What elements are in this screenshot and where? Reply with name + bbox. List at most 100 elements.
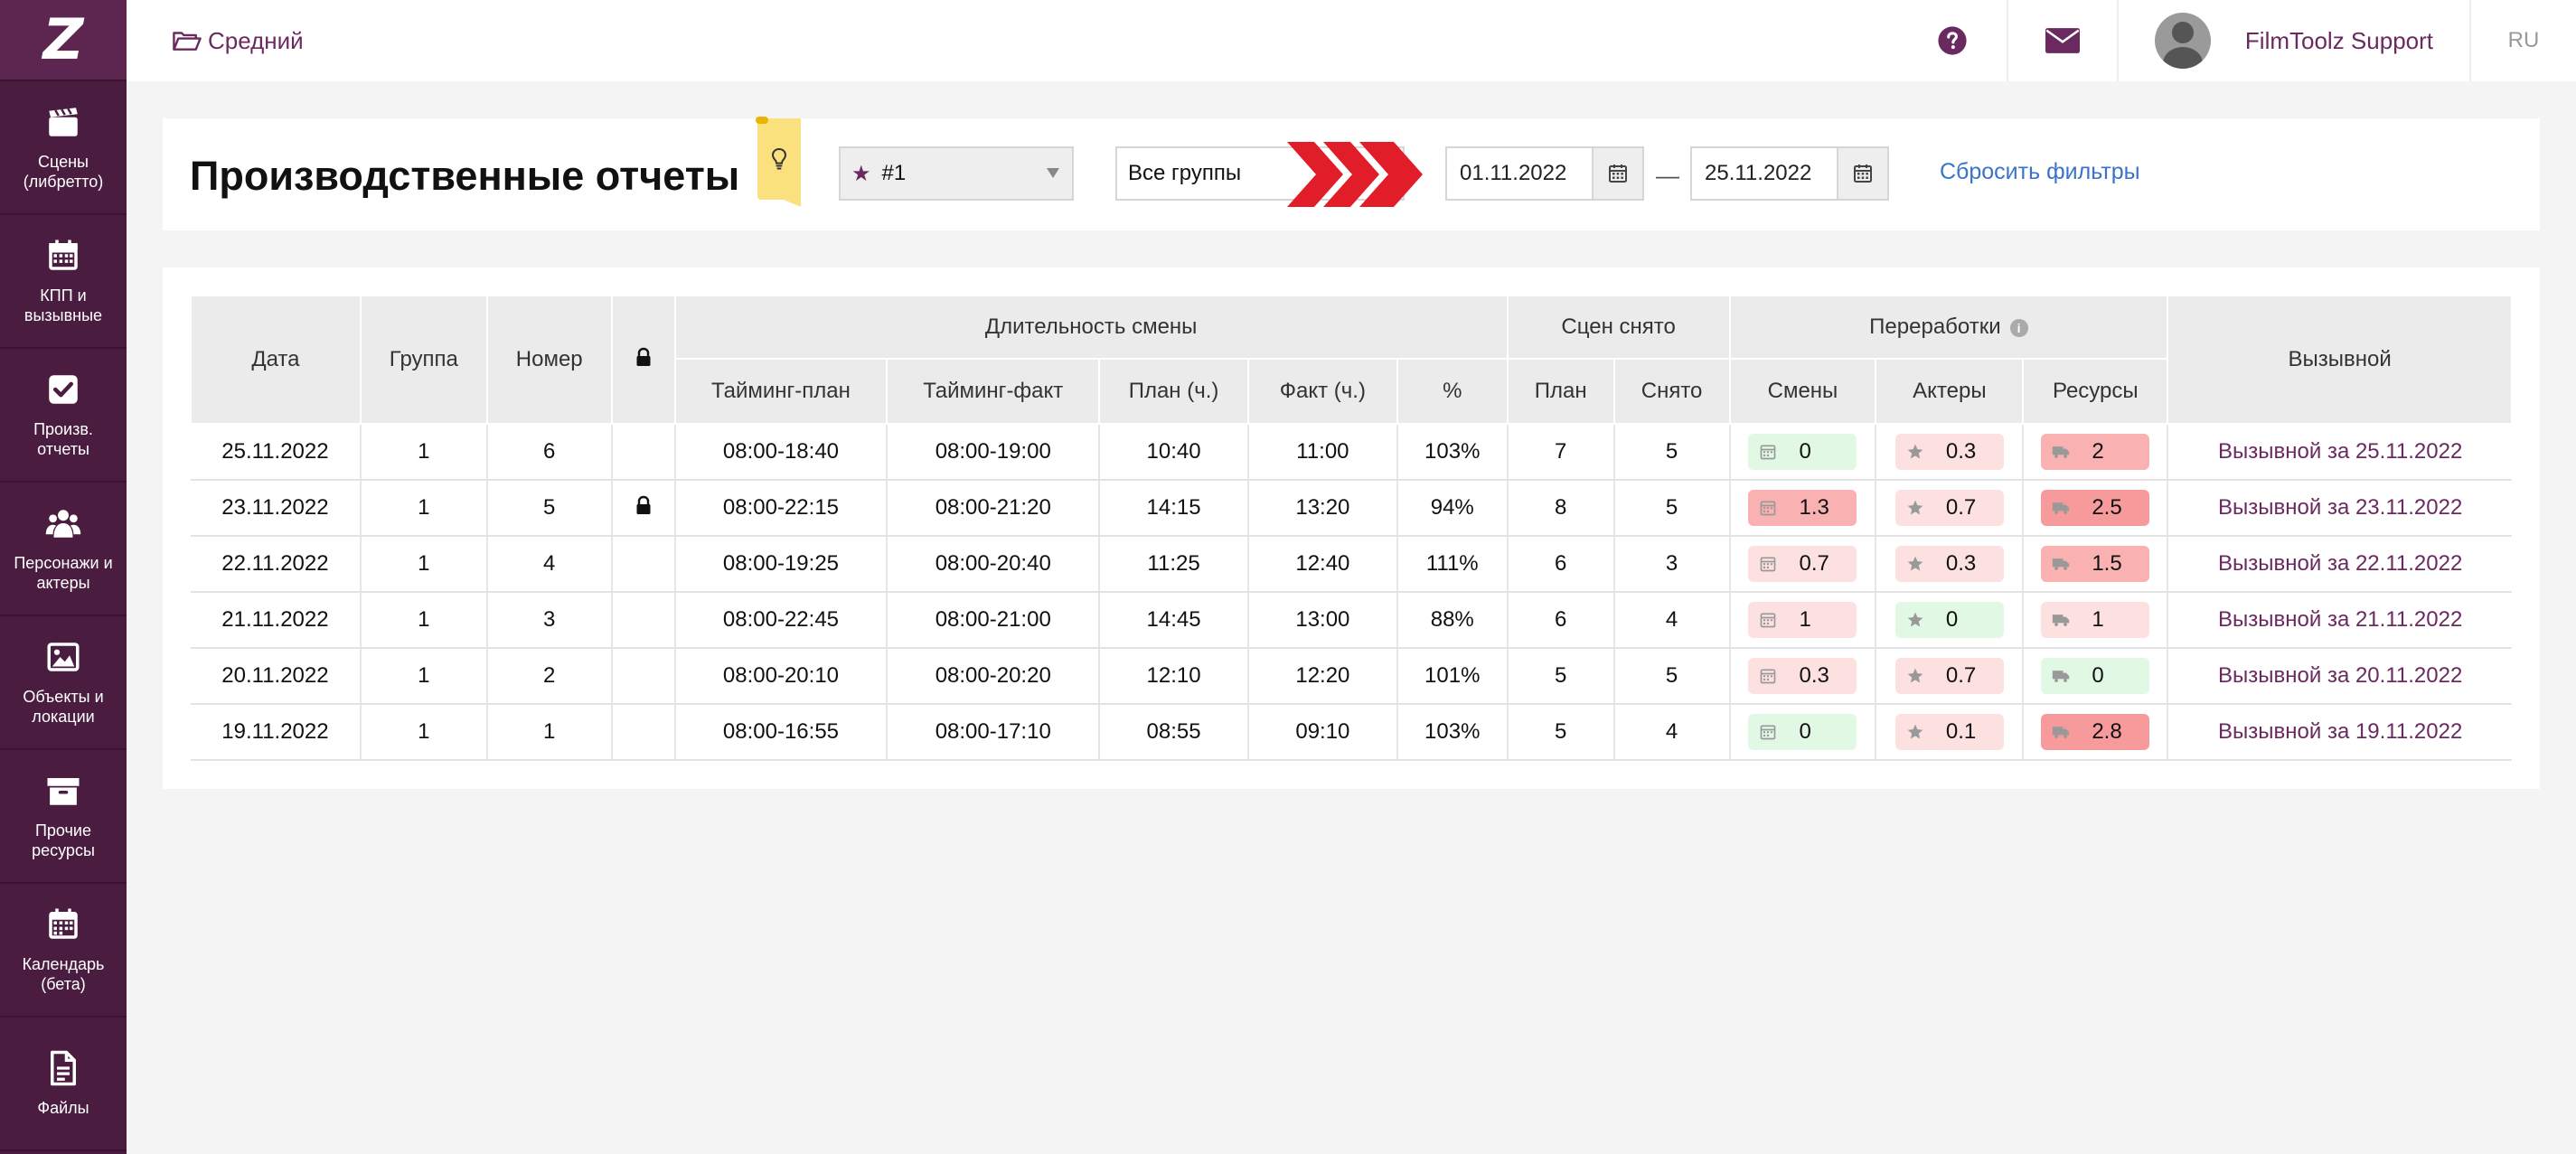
cell-percent: 88% <box>1396 592 1509 649</box>
date-from-calendar-button[interactable] <box>1592 148 1642 199</box>
date-to-field[interactable] <box>1690 146 1889 201</box>
col-header-timing-plan[interactable]: Тайминг-план <box>673 358 888 425</box>
cell-scenes-done: 4 <box>1613 592 1731 649</box>
calendar-icon <box>1609 164 1627 183</box>
table-row[interactable]: 21.11.2022 1 3 08:00-22:45 08:00-21:00 14:45 1… <box>191 592 2512 649</box>
breadcrumb[interactable]: Средний <box>172 27 304 55</box>
actors-pill: 0 <box>1894 602 2004 638</box>
cell-plan-hours: 12:10 <box>1099 648 1249 705</box>
date-from-input[interactable] <box>1447 161 1592 186</box>
cell-lock <box>611 536 676 593</box>
sidebar-item-locations[interactable]: Объекты и локации <box>0 616 127 750</box>
col-header-scenes-done[interactable]: Снято <box>1612 358 1731 425</box>
shifts-value: 0.7 <box>1799 551 1829 576</box>
cell-resources: 0 <box>2023 648 2169 705</box>
col-header-percent[interactable]: % <box>1396 358 1509 425</box>
callsheet-link[interactable]: Вызывной за 20.11.2022 <box>2167 648 2512 705</box>
callsheet-link[interactable]: Вызывной за 23.11.2022 <box>2167 480 2512 537</box>
actors-pill: 0.1 <box>1894 714 2004 750</box>
sidebar-item-reports[interactable]: Произв. отчеты <box>0 349 127 483</box>
reset-filters-link[interactable]: Сбросить фильтры <box>1940 159 2140 184</box>
sidebar-item-label: Календарь (бета) <box>22 955 105 993</box>
info-icon[interactable]: i <box>2009 318 2028 337</box>
calendar-icon <box>49 239 78 270</box>
table-row[interactable]: 25.11.2022 1 6 08:00-18:40 08:00-19:00 10:40 1… <box>191 424 2512 481</box>
cell-timing-fact: 08:00-20:20 <box>887 648 1101 705</box>
col-header-callsheet: Вызывной <box>2167 295 2513 425</box>
callsheet-link[interactable]: Вызывной за 25.11.2022 <box>2167 424 2512 481</box>
resources-value: 1 <box>2092 607 2104 632</box>
star-icon <box>1907 500 1923 515</box>
cell-plan-hours: 14:45 <box>1099 592 1249 649</box>
cell-lock <box>611 648 676 705</box>
table-row[interactable]: 23.11.2022 1 5 08:00-22:15 08:00-21:20 14:15 1… <box>191 480 2512 537</box>
truck-icon <box>2053 558 2070 570</box>
sidebar-item-label: Прочие ресурсы <box>32 821 95 859</box>
col-header-scenes-plan[interactable]: План <box>1506 358 1615 425</box>
star-icon: ★ <box>851 161 871 186</box>
star-icon <box>1907 556 1923 571</box>
sidebar-item-label: Персонажи и актеры <box>14 554 113 592</box>
sidebar-item-files[interactable]: Файлы <box>0 1018 127 1151</box>
resources-pill: 1 <box>2041 602 2150 638</box>
shifts-pill: 0 <box>1748 714 1857 750</box>
hint-bookmark[interactable] <box>756 117 801 207</box>
date-from-field[interactable] <box>1445 146 1644 201</box>
callsheet-link[interactable]: Вызывной за 22.11.2022 <box>2167 536 2512 593</box>
red-chevrons-icon <box>1287 142 1423 207</box>
sidebar-item-scenes[interactable]: Сцены (либретто) <box>0 81 127 215</box>
cell-shifts: 0.7 <box>1729 536 1877 593</box>
col-header-fact-hours[interactable]: Факт (ч.) <box>1246 358 1398 425</box>
calendar-icon <box>1854 164 1872 183</box>
col-header-group[interactable]: Группа <box>359 295 488 425</box>
col-header-shifts[interactable]: Смены <box>1728 358 1877 425</box>
app-logo[interactable]: Z <box>0 0 127 81</box>
help-button[interactable] <box>1898 0 2007 81</box>
col-header-number[interactable]: Номер <box>485 295 613 425</box>
date-to-calendar-button[interactable] <box>1837 148 1887 199</box>
shifts-pill: 0.3 <box>1748 658 1857 694</box>
page-title: Производственные отчеты <box>190 153 740 199</box>
col-header-date[interactable]: Дата <box>190 295 362 425</box>
cell-scenes-plan: 5 <box>1507 648 1615 705</box>
actors-value: 0.1 <box>1945 719 1977 744</box>
cell-scenes-plan: 6 <box>1507 592 1615 649</box>
cell-number: 2 <box>486 648 613 705</box>
sidebar-item-calendar[interactable]: Календарь (бета) <box>0 884 127 1018</box>
callsheet-link[interactable]: Вызывной за 19.11.2022 <box>2167 704 2512 761</box>
cell-scenes-plan: 5 <box>1507 704 1615 761</box>
lock-icon <box>636 347 651 366</box>
cell-group: 1 <box>360 536 488 593</box>
cell-date: 23.11.2022 <box>191 480 362 537</box>
table-row[interactable]: 19.11.2022 1 1 08:00-16:55 08:00-17:10 08:55 0… <box>191 704 2512 761</box>
cell-date: 25.11.2022 <box>191 424 362 481</box>
cell-timing-fact: 08:00-19:00 <box>887 424 1101 481</box>
messages-button[interactable] <box>2006 0 2117 81</box>
sidebar-item-callsheets[interactable]: КПП и вызывные <box>0 215 127 349</box>
cell-lock <box>611 704 676 761</box>
cell-scenes-done: 3 <box>1613 536 1731 593</box>
cell-shifts: 0.3 <box>1729 648 1877 705</box>
table-row[interactable]: 22.11.2022 1 4 08:00-19:25 08:00-20:40 11:25 1… <box>191 536 2512 593</box>
cell-number: 3 <box>486 592 613 649</box>
callsheet-link[interactable]: Вызывной за 21.11.2022 <box>2167 592 2512 649</box>
language-switcher[interactable]: RU <box>2469 0 2576 81</box>
sidebar-item-characters[interactable]: Персонажи и актеры <box>0 483 127 616</box>
user-menu[interactable]: FilmToolz Support <box>2116 0 2469 81</box>
lock-icon <box>636 495 651 514</box>
col-header-resources[interactable]: Ресурсы <box>2022 358 2169 425</box>
date-to-input[interactable] <box>1692 161 1837 186</box>
actors-pill: 0.3 <box>1894 434 2004 470</box>
calendar-icon <box>1761 501 1776 516</box>
cell-number: 1 <box>486 704 613 761</box>
col-header-plan-hours[interactable]: План (ч.) <box>1098 358 1249 425</box>
col-header-actors[interactable]: Актеры <box>1875 358 2025 425</box>
col-header-timing-fact[interactable]: Тайминг-факт <box>886 358 1101 425</box>
shifts-value: 0 <box>1799 719 1811 744</box>
table-row[interactable]: 20.11.2022 1 2 08:00-20:10 08:00-20:20 12:10 1… <box>191 648 2512 705</box>
sidebar-item-resources[interactable]: Прочие ресурсы <box>0 750 127 884</box>
reports-table: Дата Группа Номер Длительность смены Сце… <box>190 295 2513 761</box>
project-select[interactable]: ★ #1 <box>839 146 1074 201</box>
cell-group: 1 <box>360 592 488 649</box>
cell-plan-hours: 08:55 <box>1099 704 1249 761</box>
